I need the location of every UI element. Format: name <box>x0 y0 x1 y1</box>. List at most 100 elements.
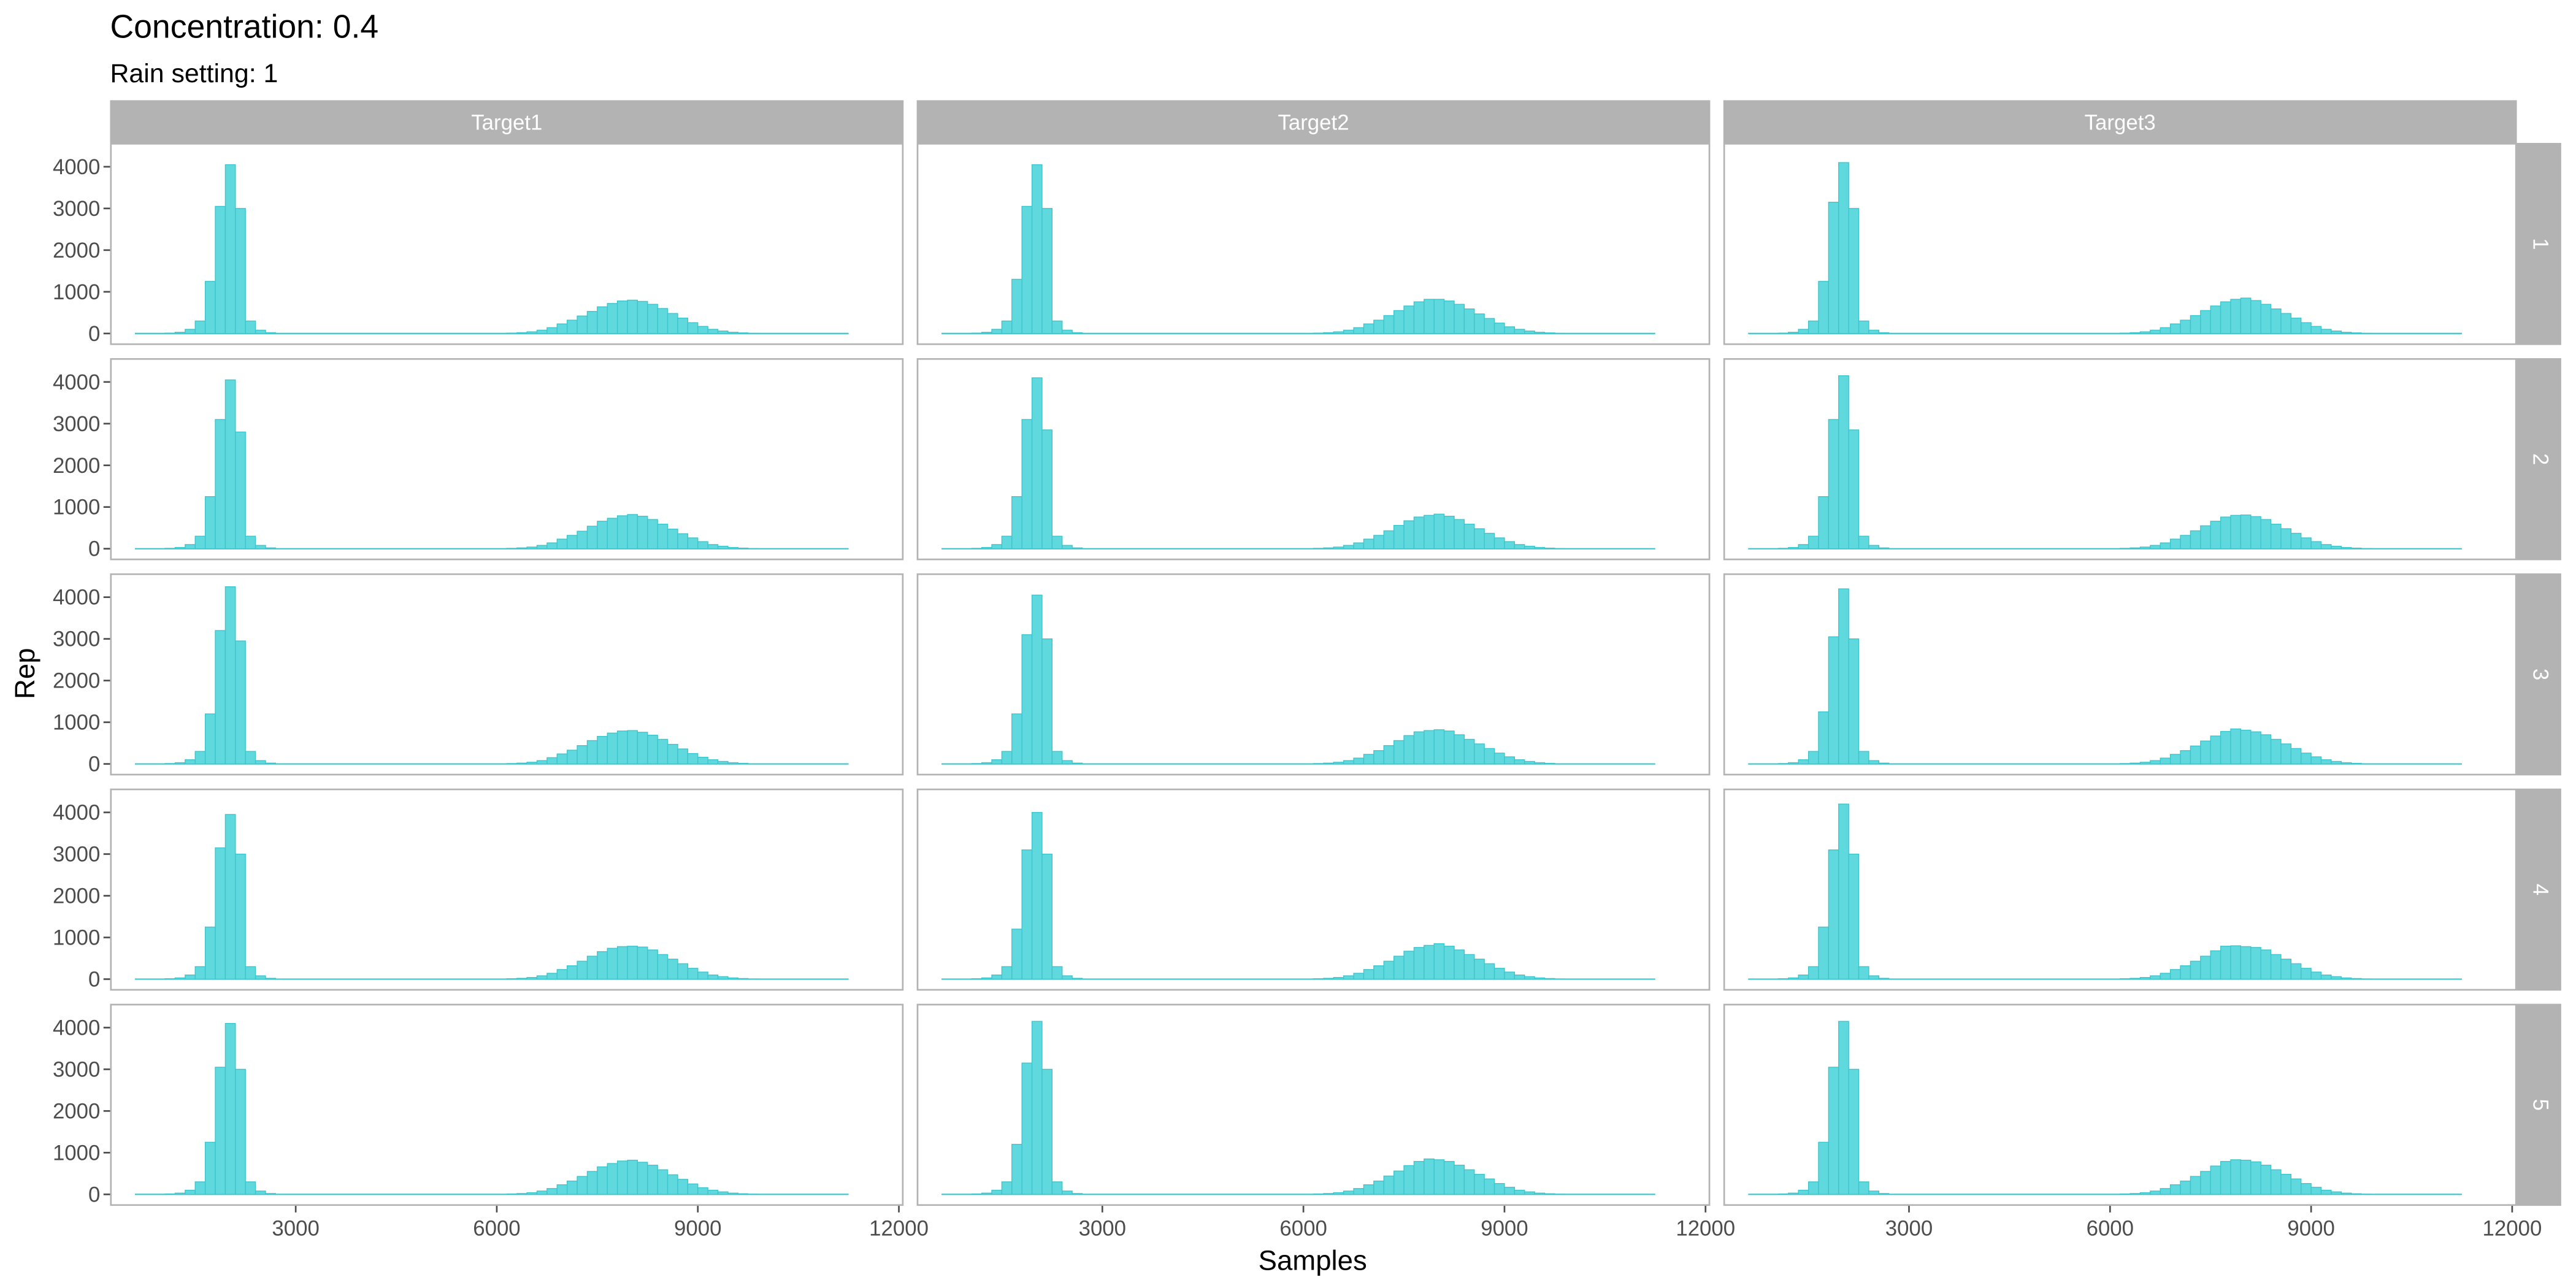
histogram-bar <box>727 1192 738 1195</box>
histogram-bar <box>1493 323 1505 334</box>
histogram-bar <box>245 966 256 980</box>
histogram-bar <box>1504 756 1515 765</box>
facet-panel <box>1723 143 2517 345</box>
histogram-bar <box>1463 1169 1475 1195</box>
x-tick-label: 3000 <box>272 1216 319 1240</box>
histogram-bar <box>2169 323 2181 334</box>
histogram-bar <box>1363 1184 1374 1195</box>
histogram-bar <box>2150 329 2161 334</box>
panel-border <box>110 788 904 991</box>
histogram-bar <box>2250 300 2261 334</box>
histogram-bar <box>2340 546 2352 550</box>
histogram-bar <box>546 757 558 765</box>
histogram-bar <box>2129 978 2141 980</box>
histogram-bar <box>697 972 708 980</box>
histogram-bar <box>586 1171 598 1195</box>
histogram-bar <box>737 978 749 980</box>
y-tick-label: 1000 <box>53 1141 100 1165</box>
histogram-bar <box>1798 974 1809 980</box>
y-tick-label: 2000 <box>53 884 100 908</box>
histogram-bar <box>1474 313 1485 334</box>
histogram-bar <box>174 332 186 334</box>
histogram-bar <box>2169 539 2181 550</box>
histogram-bar <box>567 320 578 334</box>
histogram-bar <box>2200 956 2211 980</box>
histogram-bar <box>1403 305 1415 334</box>
histogram-bar <box>697 1187 708 1195</box>
histogram-bar <box>1001 966 1013 980</box>
histogram-bar <box>1393 310 1405 334</box>
histogram-bar <box>577 531 588 550</box>
histogram-bar <box>707 759 719 765</box>
histogram-bar <box>567 749 578 765</box>
histogram-bar <box>657 523 669 550</box>
histogram-bar <box>2301 1183 2312 1195</box>
histogram-bar <box>1544 332 1555 334</box>
histogram-bar <box>657 738 669 765</box>
histogram-bar <box>164 1193 176 1195</box>
histogram-bar <box>597 736 608 765</box>
histogram-bar <box>1393 1170 1405 1195</box>
histogram-bar <box>1443 730 1455 765</box>
histogram-bar <box>1807 535 1819 550</box>
y-tick-label: 3000 <box>53 197 100 221</box>
histogram-bar <box>556 1184 568 1195</box>
histogram-bar <box>1788 546 1799 550</box>
histogram-bar <box>1493 537 1505 550</box>
histogram-bar <box>204 496 216 550</box>
histogram-bar <box>235 208 246 334</box>
histogram-bar <box>506 332 518 334</box>
histogram-bar <box>586 740 598 765</box>
histogram-bar <box>2260 304 2272 334</box>
histogram-bar <box>627 1159 638 1195</box>
histogram-bar <box>577 315 588 334</box>
y-tick-label: 1000 <box>53 711 100 735</box>
histogram-bar <box>1818 281 1830 334</box>
histogram-bar <box>637 732 648 765</box>
histogram-bar <box>1363 539 1374 550</box>
histogram-bar <box>1818 1141 1830 1195</box>
row-strip <box>2517 573 2561 776</box>
y-tick-label: 3000 <box>53 843 100 867</box>
histogram-bar <box>586 311 598 334</box>
histogram-bar <box>1838 375 1849 550</box>
histogram-bar <box>1828 636 1839 765</box>
histogram-bar <box>1001 320 1013 334</box>
histogram-bar <box>1031 377 1043 550</box>
facet-panel <box>916 358 1711 561</box>
facet-panel <box>916 573 1711 776</box>
histogram-bar <box>526 331 538 334</box>
histogram-bar <box>1433 299 1445 334</box>
histogram-bar <box>2220 301 2231 334</box>
histogram-bar <box>1788 1192 1799 1195</box>
histogram-bar <box>607 518 618 550</box>
histogram-bar <box>1333 331 1344 334</box>
histogram-bar <box>2160 973 2171 980</box>
histogram-bar <box>717 761 729 765</box>
histogram-bar <box>1383 960 1395 980</box>
histogram-bar <box>1413 731 1425 765</box>
histogram-bar <box>981 1192 992 1195</box>
histogram-bar <box>2331 761 2342 765</box>
facet-panel <box>1723 788 2517 991</box>
histogram-bar <box>2331 976 2342 980</box>
histogram-bar <box>2250 731 2261 765</box>
histogram-bar <box>1353 757 1365 765</box>
histogram-bar <box>2260 734 2272 765</box>
histogram-bar <box>1041 1068 1053 1195</box>
y-tick-label: 0 <box>88 322 100 346</box>
histogram-bar <box>1021 205 1033 334</box>
x-tick-label: 6000 <box>2087 1216 2134 1240</box>
histogram-bar <box>1041 853 1053 980</box>
histogram-bar <box>1788 332 1799 334</box>
histogram-bar <box>667 959 678 980</box>
histogram-bar <box>2139 977 2151 980</box>
histogram-bar <box>2220 516 2231 550</box>
histogram-bar <box>2160 757 2171 765</box>
histogram-bar <box>981 762 992 765</box>
histogram-bar <box>2190 315 2201 334</box>
histogram-bar <box>1051 751 1063 765</box>
histogram-bar <box>2200 740 2211 765</box>
histogram-bar <box>1788 977 1799 980</box>
